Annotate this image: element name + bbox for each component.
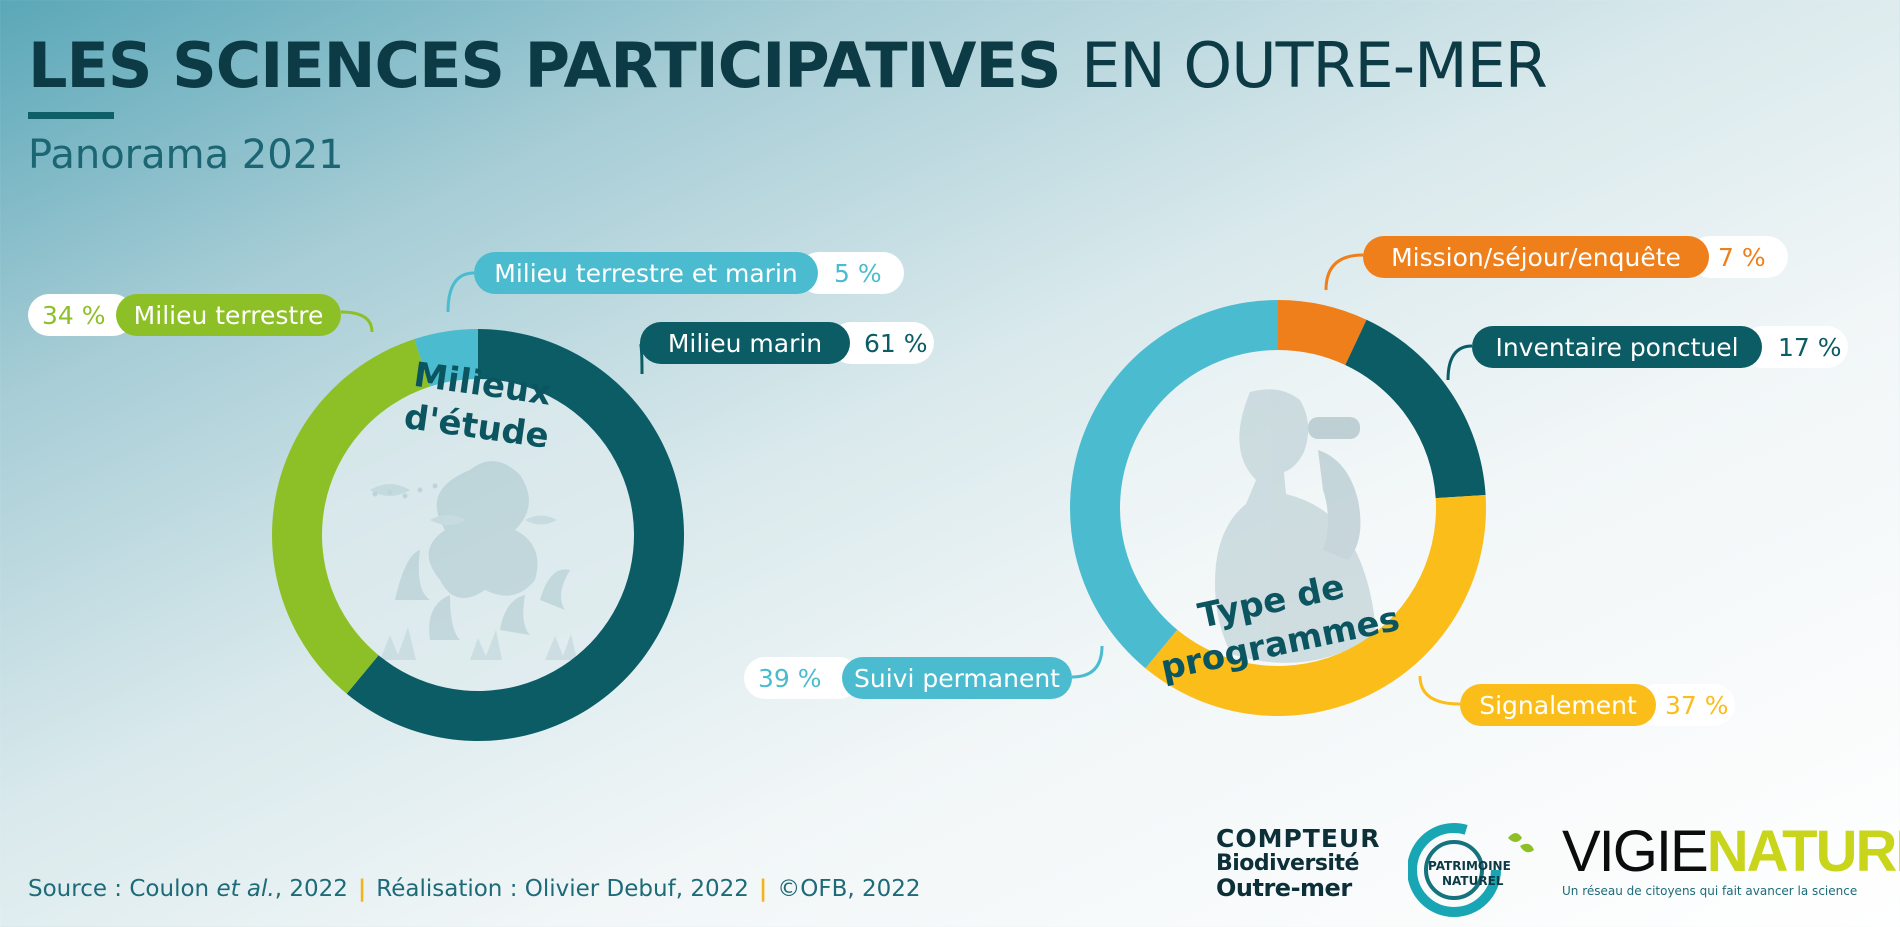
- label-pill: [842, 657, 1072, 699]
- title-bold: LES SCIENCES PARTICIPATIVES: [28, 29, 1062, 102]
- percent-capsule: [28, 294, 134, 336]
- footer-realisation: Réalisation : Olivier Debuf, 2022: [376, 876, 749, 902]
- percent-capsule: [1742, 326, 1848, 368]
- slice-percent: 17 %: [1778, 333, 1842, 362]
- percent-capsule: [744, 657, 860, 699]
- percent-capsule: [798, 252, 904, 294]
- leader-line: [1418, 675, 1461, 706]
- footer-separator: |: [357, 876, 367, 902]
- logo-vigie-tagline: Un réseau de citoyens qui fait avancer l…: [1562, 884, 1858, 898]
- label-pill: [1472, 326, 1762, 368]
- leader-line: [340, 310, 374, 333]
- label-pill: [1460, 684, 1656, 726]
- slice-label: Milieu terrestre et marin: [494, 259, 797, 288]
- slice-label: Milieu marin: [668, 329, 822, 358]
- footer-source-suffix: , 2022: [274, 876, 348, 902]
- donut-slice: [1069, 300, 1278, 669]
- page-subtitle: Panorama 2021: [28, 132, 344, 178]
- label-pill: [116, 294, 341, 336]
- logo-nature: NATURE: [1706, 819, 1900, 884]
- slice-label: Mission/séjour/enquête: [1391, 243, 1681, 272]
- slice-percent: 37 %: [1665, 691, 1729, 720]
- logo-compteur-line1: COMPTEUR: [1216, 824, 1381, 853]
- slice-percent: 34 %: [42, 301, 106, 330]
- vigie-nature-logo: VIGIENATURE Un réseau de citoyens qui fa…: [1562, 819, 1900, 899]
- logo-vigie: VIGIE: [1562, 819, 1709, 884]
- slice-label: Suivi permanent: [854, 664, 1060, 693]
- svg-text:PATRIMOINE: PATRIMOINE: [1428, 859, 1511, 873]
- slice-label: Inventaire ponctuel: [1495, 333, 1738, 362]
- footer-source-prefix: Source : Coulon: [28, 876, 217, 902]
- svg-text:NATUREL: NATUREL: [1442, 874, 1504, 888]
- label-pill: [1363, 236, 1709, 278]
- footer-credits: Source : Coulon et al., 2022 | Réalisation…: [28, 876, 921, 902]
- percent-capsule: [830, 322, 934, 364]
- donut-slice: [1145, 494, 1486, 717]
- title-light: EN OUTRE-MER: [1081, 29, 1548, 102]
- slice-label: Signalement: [1479, 691, 1637, 720]
- slice-percent: 5 %: [834, 259, 882, 288]
- donut-slice: [272, 339, 430, 694]
- label-pill: [640, 322, 850, 364]
- donut-slice: [414, 329, 478, 387]
- leader-line: [446, 271, 475, 313]
- donut-slice: [1278, 300, 1367, 366]
- percent-capsule: [1689, 236, 1788, 278]
- percent-capsule: [1636, 684, 1735, 726]
- logo-compteur-line2: Biodiversité: [1216, 851, 1359, 876]
- leader-line: [1071, 645, 1104, 679]
- donut-slice: [346, 329, 685, 741]
- leader-line: [1324, 253, 1364, 291]
- page-title: LES SCIENCES PARTICIPATIVES EN OUTRE-MER: [28, 26, 1548, 106]
- patrimoine-naturel-logo: PATRIMOINE NATUREL: [1408, 823, 1534, 917]
- compteur-biodiversite-logo: COMPTEUR Biodiversité Outre-mer: [1216, 826, 1386, 901]
- slice-percent: 61 %: [864, 329, 928, 358]
- footer-source-italic: et al.: [216, 876, 275, 902]
- logo-compteur-line3: Outre-mer: [1216, 874, 1352, 902]
- slice-label: Milieu terrestre: [134, 301, 324, 330]
- footer-separator: |: [758, 876, 768, 902]
- leader-line: [1446, 344, 1473, 381]
- title-underline: [28, 112, 114, 119]
- slice-percent: 39 %: [758, 664, 822, 693]
- marine-life-illustration: [318, 375, 638, 695]
- slice-percent: 7 %: [1718, 243, 1766, 272]
- binoculars-person-illustration: [1215, 389, 1376, 663]
- donut-slice: [1345, 319, 1486, 499]
- label-pill: [474, 252, 818, 294]
- footer-copyright: ©OFB, 2022: [777, 876, 921, 902]
